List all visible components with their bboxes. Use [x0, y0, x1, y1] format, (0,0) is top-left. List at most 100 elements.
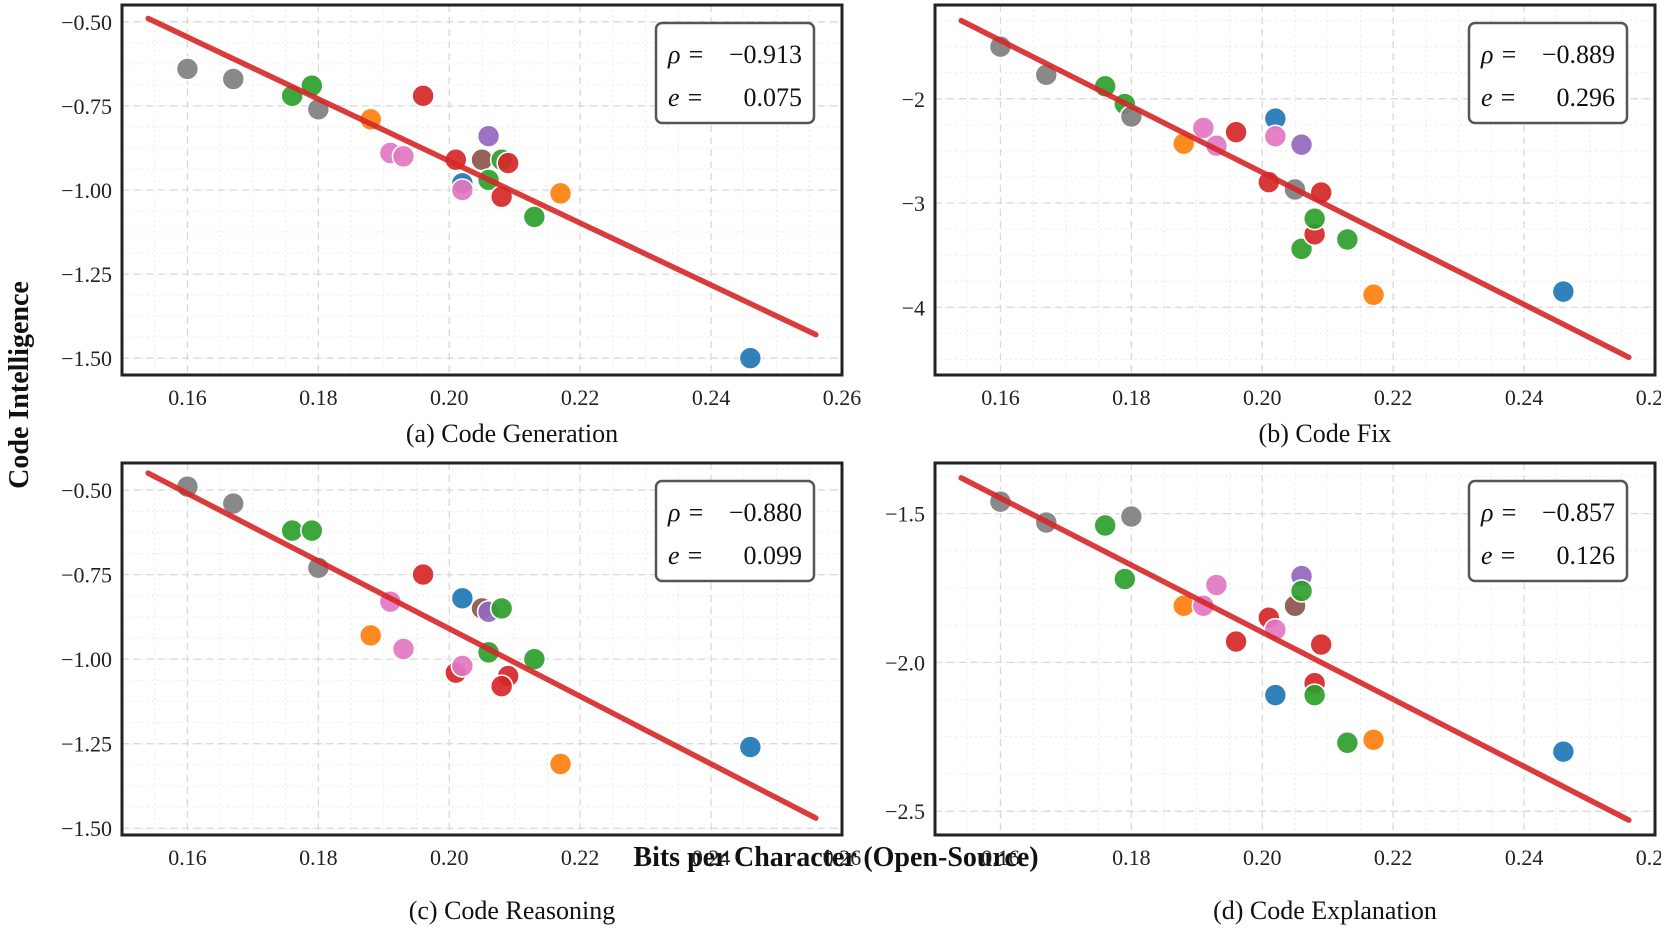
- x-tick-label: 0.20: [1243, 385, 1282, 410]
- e-value: 0.075: [744, 83, 803, 112]
- data-point: [1263, 683, 1288, 707]
- y-axis-title: Code Intelligence: [4, 281, 35, 489]
- points-group: [958, 17, 1632, 361]
- data-point: [450, 586, 475, 611]
- points-group: [145, 470, 819, 821]
- data-point: [1302, 206, 1327, 231]
- data-point: [1224, 629, 1248, 654]
- x-tick-label: 0.24: [1505, 385, 1544, 410]
- x-tick-label: 0.26: [823, 845, 862, 870]
- y-tick-label: −0.50: [61, 10, 112, 35]
- e-label: e =: [1481, 83, 1517, 112]
- x-tick-label: 0.24: [692, 845, 731, 870]
- data-point: [1335, 227, 1360, 252]
- data-point: [738, 735, 763, 759]
- e-label: e =: [668, 83, 704, 112]
- data-point: [1361, 282, 1386, 307]
- stats-box: [654, 21, 816, 125]
- y-tick-label: −0.50: [61, 478, 112, 503]
- rho-value: −0.913: [729, 40, 802, 69]
- data-point: [450, 654, 475, 678]
- x-tick-label: 0.24: [692, 385, 731, 410]
- y-tick-label: −2.5: [885, 799, 925, 824]
- x-tick-label: 0.20: [1243, 845, 1282, 870]
- x-tick-label: 0.26: [1636, 385, 1661, 410]
- regression-line: [145, 470, 819, 821]
- panel-caption: (b) Code Fix: [1259, 419, 1392, 448]
- x-tick-label: 0.22: [1374, 845, 1413, 870]
- rho-label: ρ =: [667, 40, 705, 69]
- rho-label: ρ =: [1480, 498, 1518, 527]
- data-point: [548, 752, 573, 776]
- y-tick-label: −3: [902, 191, 925, 216]
- rho-label: ρ =: [667, 498, 705, 527]
- plot-frame: [933, 3, 1657, 377]
- data-point: [1302, 683, 1327, 707]
- data-point: [391, 144, 416, 169]
- data-point: [358, 623, 383, 648]
- x-tick-label: 0.22: [1374, 385, 1413, 410]
- plot-frame: [120, 3, 844, 377]
- data-point: [1551, 279, 1576, 304]
- data-point: [470, 147, 494, 172]
- data-point: [411, 562, 435, 587]
- data-point: [1204, 573, 1229, 597]
- x-tick-label: 0.16: [981, 845, 1020, 870]
- x-tick-label: 0.16: [168, 385, 207, 410]
- x-tick-label: 0.18: [1112, 385, 1151, 410]
- y-tick-label: −2: [902, 87, 925, 112]
- panel-d: 0.16 0.18 0.20 0.22 0.24 0.26 −1.5 −2.0 −2.5 (d) …: [885, 461, 1661, 925]
- e-value: 0.296: [1557, 83, 1616, 112]
- y-tick-label: −2.0: [885, 650, 925, 675]
- e-value: 0.099: [744, 541, 803, 570]
- data-point: [522, 205, 547, 229]
- stats-box: [1467, 21, 1629, 125]
- plot-frame: [120, 461, 844, 837]
- panel-c: 0.16 0.18 0.20 0.22 0.24 0.26 −0.50 −0.75 −1.00 −…: [61, 461, 862, 925]
- e-label: e =: [1481, 541, 1517, 570]
- rho-value: −0.880: [729, 498, 802, 527]
- stats-box: [1467, 479, 1629, 583]
- data-point: [1551, 739, 1576, 764]
- x-tick-label: 0.22: [561, 385, 600, 410]
- data-point: [738, 346, 763, 370]
- plot-frame: [933, 461, 1657, 837]
- y-tick-label: −1.50: [61, 346, 112, 371]
- regression-line: [958, 475, 1632, 823]
- data-point: [175, 57, 200, 81]
- data-point: [1093, 513, 1117, 538]
- stats-box: [654, 479, 816, 583]
- data-point: [1289, 237, 1314, 261]
- x-tick-label: 0.26: [823, 385, 862, 410]
- data-point: [1113, 567, 1137, 591]
- y-tick-label: −4: [902, 295, 925, 320]
- x-tick-label: 0.20: [430, 845, 469, 870]
- data-point: [280, 518, 304, 543]
- data-point: [411, 84, 435, 108]
- x-tick-label: 0.22: [561, 845, 600, 870]
- regression-line: [958, 17, 1632, 361]
- data-point: [496, 151, 520, 175]
- y-tick-label: −1.00: [61, 647, 112, 672]
- data-point: [391, 637, 416, 661]
- y-tick-label: −0.75: [61, 94, 112, 119]
- rho-label: ρ =: [1480, 40, 1518, 69]
- x-tick-label: 0.20: [430, 385, 469, 410]
- data-point: [489, 674, 514, 699]
- y-tick-label: −1.00: [61, 178, 112, 203]
- y-tick-label: −1.25: [61, 732, 112, 757]
- x-tick-label: 0.24: [1505, 845, 1544, 870]
- rho-value: −0.857: [1542, 498, 1615, 527]
- panel-b: 0.16 0.18 0.20 0.22 0.24 0.26 −2 −3 −4 (b) Code F…: [902, 3, 1661, 448]
- x-tick-label: 0.16: [168, 845, 207, 870]
- data-point: [1289, 132, 1314, 157]
- panel-caption: (c) Code Reasoning: [409, 896, 616, 925]
- data-point: [1224, 120, 1248, 144]
- regression-line: [145, 15, 819, 338]
- e-value: 0.126: [1557, 541, 1616, 570]
- y-tick-label: −1.25: [61, 262, 112, 287]
- x-tick-label: 0.16: [981, 385, 1020, 410]
- x-tick-label: 0.18: [299, 385, 338, 410]
- panel-a: 0.16 0.18 0.20 0.22 0.24 0.26 −0.50 −0.75 −1.00 −…: [61, 3, 862, 448]
- data-point: [1263, 124, 1288, 149]
